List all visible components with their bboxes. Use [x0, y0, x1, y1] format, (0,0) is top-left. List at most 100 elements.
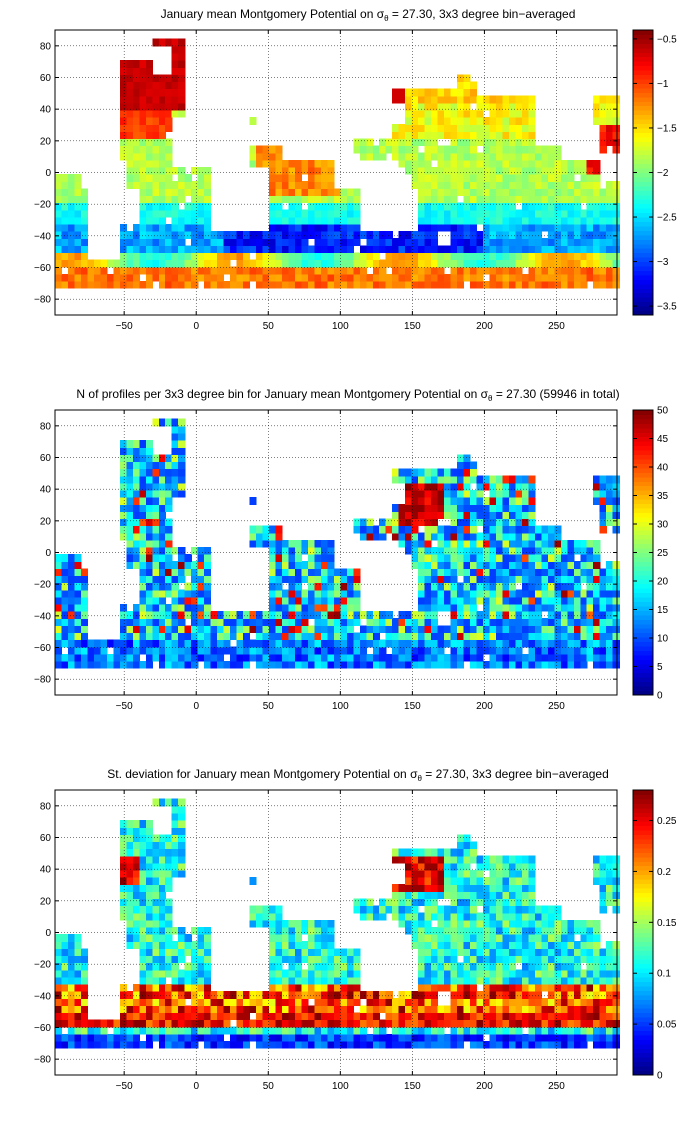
heatmap-cell [204, 280, 212, 289]
heatmap-cell [359, 518, 367, 527]
heatmap-cell [528, 546, 536, 555]
heatmap-cell [178, 596, 186, 605]
heatmap-cell [444, 95, 452, 104]
heatmap-cell [515, 948, 523, 957]
colorbar-segment [633, 306, 653, 312]
heatmap-cell [521, 976, 529, 985]
heatmap-cell [327, 646, 335, 655]
heatmap-cell [508, 252, 516, 261]
heatmap-cell [80, 280, 89, 289]
heatmap-cell [593, 497, 601, 505]
heatmap-cell [489, 589, 497, 598]
heatmap-cell [489, 152, 497, 161]
heatmap-cell [437, 202, 445, 211]
heatmap-cell [541, 568, 549, 577]
heatmap-cell [275, 1005, 283, 1014]
heatmap-cell [158, 575, 166, 584]
heatmap-cell [152, 511, 160, 520]
heatmap-cell [411, 489, 419, 498]
heatmap-cell [314, 998, 322, 1006]
heatmap-cell [418, 948, 426, 957]
heatmap-cell [320, 1019, 328, 1028]
heatmap-cell [418, 603, 426, 612]
heatmap-cell [139, 955, 147, 964]
heatmap-cell [61, 1019, 69, 1028]
heatmap-cell [547, 209, 555, 218]
heatmap-cell [521, 962, 529, 971]
heatmap-cell [359, 1019, 367, 1028]
heatmap-cell [346, 252, 354, 261]
heatmap-cell [93, 653, 101, 662]
colorbar-segment [633, 274, 653, 280]
heatmap-cell [457, 74, 465, 83]
heatmap-cell [307, 611, 315, 619]
heatmap-cell [100, 273, 108, 282]
heatmap-cell [353, 589, 361, 598]
heatmap-cell [178, 231, 186, 239]
heatmap-cell [379, 1026, 387, 1035]
heatmap-cell [74, 266, 82, 275]
heatmap-cell [418, 646, 426, 655]
heatmap-cell [61, 195, 69, 204]
heatmap-cell [353, 1012, 361, 1021]
heatmap-cell [476, 216, 484, 225]
heatmap-cell [184, 1026, 192, 1035]
heatmap-cell [560, 1019, 568, 1028]
heatmap-cell [171, 955, 179, 964]
heatmap-cell [145, 504, 153, 512]
heatmap-cell [152, 504, 160, 512]
heatmap-cell [392, 625, 400, 634]
colorbar-segment [633, 70, 653, 76]
heatmap-cell [184, 653, 192, 662]
heatmap-cell [158, 181, 166, 189]
heatmap-cell [301, 209, 309, 218]
heatmap-cell [612, 1026, 620, 1035]
heatmap-cell [281, 554, 290, 562]
heatmap-cell [418, 611, 426, 619]
heatmap-cell [547, 252, 555, 261]
heatmap-cell [392, 912, 400, 921]
heatmap-cell [444, 955, 452, 964]
heatmap-cell [612, 618, 620, 626]
heatmap-cell [418, 532, 426, 541]
heatmap-cell [398, 1033, 406, 1042]
heatmap-cell [457, 117, 465, 125]
heatmap-cell [424, 259, 432, 268]
y-tick-label: −20 [34, 200, 51, 211]
heatmap-cell [333, 955, 341, 964]
heatmap-cell [541, 983, 549, 992]
heatmap-cell [243, 660, 251, 669]
colorbar-segment [633, 588, 653, 594]
heatmap-cell [398, 991, 406, 999]
heatmap-cell [385, 518, 393, 527]
heatmap-cell [158, 216, 166, 225]
heatmap-cell [411, 504, 419, 512]
heatmap-cell [139, 152, 147, 161]
heatmap-cell [119, 145, 127, 154]
heatmap-cell [495, 575, 504, 584]
heatmap-cell [320, 266, 328, 275]
heatmap-cell [288, 589, 296, 598]
heatmap-cell [411, 884, 419, 892]
heatmap-cell [457, 525, 465, 534]
heatmap-cell [333, 998, 341, 1006]
heatmap-cell [437, 926, 445, 935]
heatmap-cell [515, 181, 523, 189]
heatmap-cell [184, 983, 192, 992]
chart-std-deviation: St. deviation for January mean Montgomer… [34, 767, 677, 1092]
heatmap-cell [444, 159, 452, 168]
x-tick-label: 200 [476, 321, 493, 332]
heatmap-cell [470, 998, 478, 1006]
heatmap-cell [398, 998, 406, 1006]
heatmap-cell [534, 231, 542, 239]
heatmap-cell [55, 991, 63, 999]
colorbar-segment [633, 83, 653, 89]
heatmap-cell [314, 603, 322, 612]
heatmap-cell [256, 280, 264, 289]
heatmap-cell [573, 1005, 581, 1014]
heatmap-cell [372, 238, 380, 246]
heatmap-cell [554, 969, 562, 978]
heatmap-cell [495, 109, 504, 118]
heatmap-cell [55, 561, 63, 569]
heatmap-cell [275, 589, 283, 598]
